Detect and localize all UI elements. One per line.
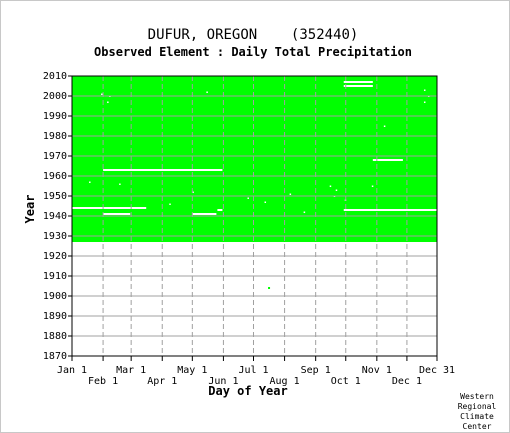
y-tick-label: 1890 bbox=[43, 311, 67, 322]
y-axis-ticks: 1870 1880 1890 1900 1910 1920 1930 1940 1950 1960… bbox=[43, 71, 72, 362]
missing-data-day bbox=[303, 211, 306, 213]
missing-data-day bbox=[264, 201, 267, 203]
missing-data-day bbox=[192, 191, 194, 193]
x-tick-label: Oct 1 bbox=[331, 376, 361, 387]
missing-data-segment bbox=[192, 213, 217, 215]
x-axis-label: Day of Year bbox=[208, 384, 287, 398]
y-tick-label: 1950 bbox=[43, 191, 67, 202]
y-tick-label: 1990 bbox=[43, 111, 67, 122]
missing-data-day bbox=[335, 189, 338, 191]
missing-data-segment bbox=[72, 207, 147, 209]
y-tick-label: 1930 bbox=[43, 231, 67, 242]
missing-data-segment bbox=[343, 209, 437, 211]
y-tick-label: 2000 bbox=[43, 91, 67, 102]
missing-data-day bbox=[107, 101, 109, 103]
credit-line: Western bbox=[460, 392, 494, 401]
missing-data-day bbox=[423, 89, 426, 91]
plot-area bbox=[71, 75, 438, 357]
credit-line: Climate bbox=[460, 412, 494, 421]
missing-data-day bbox=[119, 183, 121, 185]
x-tick-label: Jul 1 bbox=[238, 365, 268, 376]
missing-data-day bbox=[206, 91, 208, 93]
x-tick-label: Aug 1 bbox=[270, 376, 300, 387]
x-tick-label: Dec 31 bbox=[419, 365, 455, 376]
missing-data-day bbox=[383, 125, 386, 127]
y-tick-label: 1980 bbox=[43, 131, 67, 142]
missing-data-day bbox=[289, 193, 292, 195]
missing-data-day bbox=[423, 101, 426, 103]
chart-title: DUFUR, OREGON (352440) bbox=[148, 27, 359, 43]
missing-data-day bbox=[329, 185, 332, 187]
observed-point bbox=[268, 287, 271, 289]
x-tick-label: Dec 1 bbox=[392, 376, 422, 387]
missing-data-segment bbox=[103, 169, 223, 171]
y-tick-label: 2010 bbox=[43, 71, 67, 82]
y-tick-label: 1970 bbox=[43, 151, 67, 162]
credit-line: Center bbox=[463, 422, 492, 431]
y-tick-label: 1900 bbox=[43, 291, 67, 302]
missing-data-segment bbox=[217, 209, 223, 211]
x-axis-ticks: Jan 1 Mar 1 May 1 Jul 1 Sep 1 Nov 1 Dec 31 Feb … bbox=[57, 356, 455, 387]
missing-data-day bbox=[89, 181, 91, 183]
missing-data-day bbox=[371, 185, 374, 187]
missing-data-day bbox=[101, 93, 103, 95]
y-axis-label: Year bbox=[23, 195, 37, 224]
credit-text: Western Regional Climate Center bbox=[458, 392, 497, 431]
missing-data-segment bbox=[103, 213, 131, 215]
credit-line: Regional bbox=[458, 402, 497, 411]
y-tick-label: 1960 bbox=[43, 171, 67, 182]
missing-data-day bbox=[247, 197, 249, 199]
x-tick-label: Feb 1 bbox=[88, 376, 118, 387]
x-tick-label: Jun 1 bbox=[208, 376, 238, 387]
missing-data-segment bbox=[343, 81, 373, 83]
x-tick-label: Sep 1 bbox=[301, 365, 331, 376]
y-tick-label: 1920 bbox=[43, 251, 67, 262]
y-tick-label: 1870 bbox=[43, 351, 67, 362]
missing-data-segment bbox=[343, 85, 373, 87]
x-tick-label: Apr 1 bbox=[147, 376, 177, 387]
x-tick-label: Jan 1 bbox=[57, 365, 87, 376]
missing-data-segment bbox=[372, 159, 403, 161]
x-tick-label: Nov 1 bbox=[362, 365, 392, 376]
x-tick-label: Mar 1 bbox=[116, 365, 146, 376]
x-tick-label: May 1 bbox=[177, 365, 207, 376]
y-tick-label: 1910 bbox=[43, 271, 67, 282]
y-tick-label: 1940 bbox=[43, 211, 67, 222]
chart-subtitle: Observed Element : Daily Total Precipita… bbox=[94, 45, 412, 59]
missing-data-day bbox=[169, 203, 171, 205]
y-tick-label: 1880 bbox=[43, 331, 67, 342]
